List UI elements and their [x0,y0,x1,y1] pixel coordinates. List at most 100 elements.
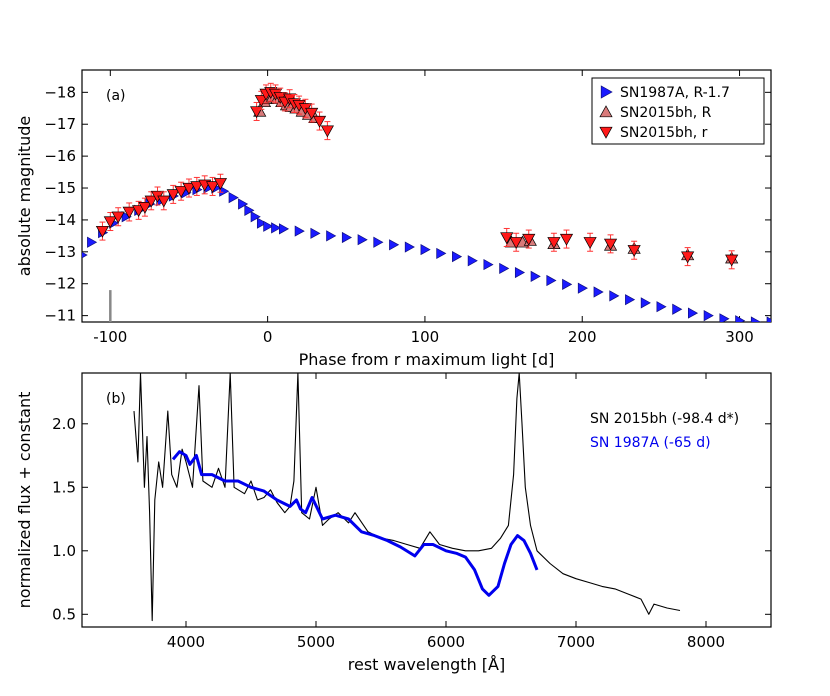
data-point [562,278,573,290]
data-point [190,181,204,194]
data-point [547,237,561,249]
legend-label: SN1987A, R-1.7 [620,85,730,101]
data-point [640,297,651,309]
legend-label: SN2015bh, R [620,105,712,121]
y-tick-label: 0.5 [52,605,76,623]
data-point [294,225,305,237]
data-point [157,195,171,208]
plot-area-b [133,373,681,622]
data-point [271,222,282,234]
x-tick-label: 8000 [687,633,725,651]
data-point [500,232,514,245]
data-point [483,258,494,271]
data-point [205,181,220,194]
data-point [305,107,319,120]
data-point [174,186,188,198]
data-point [687,307,699,319]
y-tick-label: −16 [44,147,76,165]
y-tick-label: −12 [44,275,76,293]
y-tick-label: −11 [44,307,76,325]
data-point [546,274,557,287]
spectrum-line-0 [133,373,681,622]
series-2 [95,82,739,270]
data-point [609,290,620,302]
y-axis-label: absolute magnitude [15,116,34,276]
panel-a-lightcurve: (a) Phase from r maximum light [d] absolut… [15,69,772,369]
data-point [530,270,541,282]
legend-label: SN 1987A (-65 d) [590,435,711,451]
x-axis-label: Phase from r maximum light [d] [299,350,555,369]
data-point [82,251,88,259]
data-point [95,225,110,238]
data-point [603,238,618,251]
x-tick-label: 100 [411,328,440,346]
data-point [357,234,368,246]
data-point [132,205,146,218]
data-point [121,211,132,223]
y-tick-label: −13 [44,243,76,261]
legend-label: SN 2015bh (-98.4 d*) [590,411,739,427]
y-tick-label: −14 [44,211,76,229]
legend-a: SN1987A, R-1.7 SN2015bh, R SN2015bh, r [591,77,765,145]
plot-area-a [82,82,771,322]
data-point [735,315,746,322]
x-axis-label: rest wavelength [Å] [348,655,505,674]
x-tick-label: 300 [725,328,754,346]
legend-label: SN2015bh, r [620,125,708,141]
data-point [166,189,180,202]
panel-b-spectrum: (b) rest wavelength [Å] normalized flux + … [15,372,772,674]
data-point [625,294,636,306]
legend-marker [599,126,613,139]
legend-marker [600,85,613,99]
data-point [256,217,268,229]
data-point [389,239,400,251]
data-point [436,247,447,260]
data-point [452,251,463,263]
data-point [559,233,574,246]
spectrum-line-1 [171,450,539,597]
plot-frame [81,69,772,323]
data-point [244,204,255,216]
data-point [509,237,523,249]
legend-marker [599,105,613,118]
data-point [672,303,683,315]
plot-frame [81,372,772,628]
data-point [514,266,526,279]
y-axis-label: normalized flux + constant [15,392,34,609]
x-tick-label: 200 [568,328,597,346]
data-point [103,216,117,229]
y-tick-label: 2.0 [52,415,76,433]
data-point [703,310,714,322]
data-point [341,231,352,244]
data-point [420,243,431,256]
y-tick-label: −18 [44,83,76,101]
panel-label: (a) [106,88,126,104]
y-tick-label: 1.0 [52,542,76,560]
data-point [144,195,158,208]
data-point [719,313,730,322]
legend-b: SN 2015bh (-98.4 d*) SN 1987A (-65 d) [590,411,739,451]
x-tick-label: -100 [93,328,127,346]
data-point [681,251,695,264]
data-point [122,206,136,219]
data-point [320,125,334,138]
data-point [254,95,268,108]
x-tick-label: 0 [263,328,273,346]
data-point [583,237,597,249]
data-point [312,115,327,128]
data-point [627,245,641,257]
data-point [238,198,249,210]
data-point [228,192,239,204]
data-point [263,220,274,232]
data-point [182,182,196,195]
data-point [750,316,761,322]
data-point [593,286,604,298]
legend-box [591,77,765,145]
data-point [326,230,337,242]
series-0 [82,182,771,322]
x-tick-label: 7000 [557,633,595,651]
data-point [213,178,228,190]
data-point [577,282,588,294]
data-point [87,236,98,248]
